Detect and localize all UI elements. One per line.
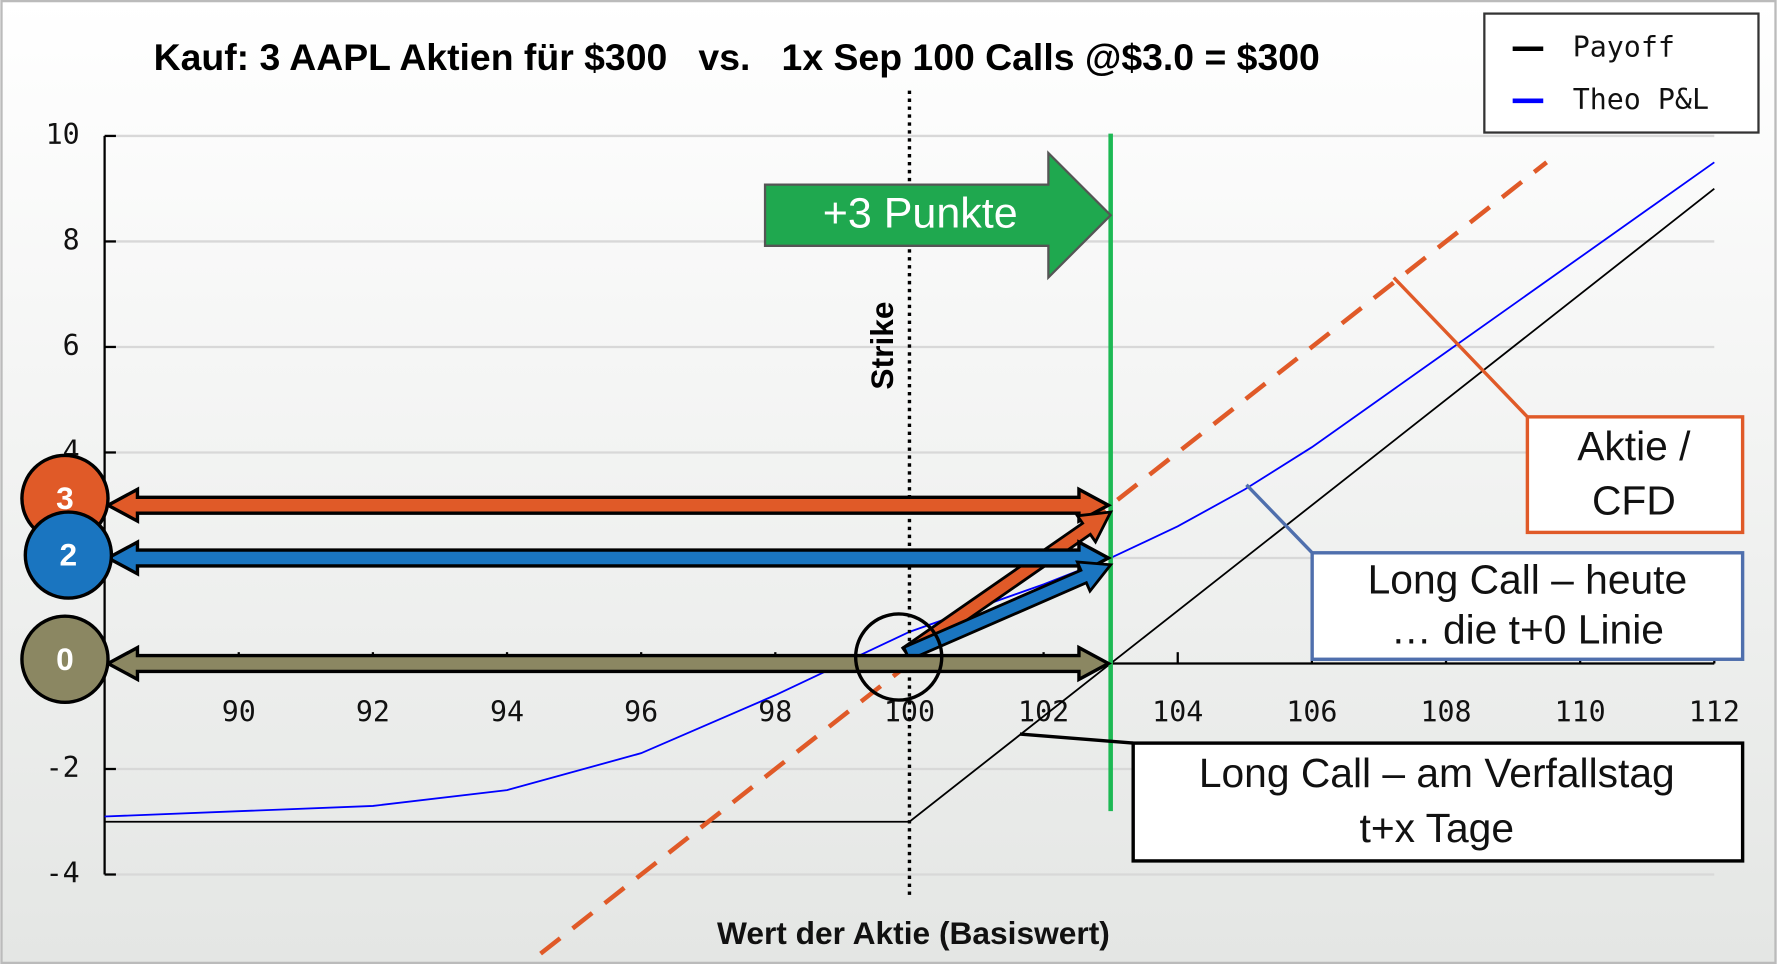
plot: -4-2024681090929496981001021041061081101…: [20, 12, 1760, 956]
y-tick-label: 6: [63, 329, 80, 362]
x-tick-label: 110: [1555, 695, 1606, 728]
level-label: 3: [56, 480, 74, 516]
callout-leader: [1019, 732, 1134, 745]
callout-box: [1310, 551, 1745, 661]
x-tick-label: 112: [1689, 695, 1740, 728]
callout-text: t+x Tage: [1360, 805, 1515, 851]
level-label: 2: [60, 537, 78, 573]
callout-leader: [1245, 483, 1314, 554]
legend-label: Theo P&L: [1573, 83, 1709, 116]
x-tick-label: 92: [356, 695, 390, 728]
chart-title: Kauf: 3 AAPL Aktien für $300 vs. 1x Sep …: [154, 36, 1320, 78]
x-tick-label: 94: [490, 695, 524, 728]
callout-text: … die t+0 Linie: [1391, 606, 1664, 652]
x-tick-label: 102: [1018, 695, 1069, 728]
y-tick-label: 8: [63, 223, 80, 256]
callout-box: [1525, 415, 1745, 535]
callout-text: Long Call – heute: [1368, 556, 1688, 602]
x-axis-label: Wert der Aktie (Basiswert): [717, 915, 1110, 951]
level-marker: [23, 510, 114, 600]
x-tick-label: 104: [1152, 695, 1203, 728]
legend-label: Payoff: [1573, 31, 1675, 64]
callout-text: CFD: [1592, 477, 1676, 523]
reference-line: [539, 160, 1549, 956]
callout-leader: [1392, 276, 1529, 419]
callout-text: Long Call – am Verfallstag: [1199, 750, 1675, 796]
callout-box: [1131, 741, 1745, 863]
x-tick-label: 90: [222, 695, 256, 728]
y-tick-label: -4: [46, 857, 80, 890]
strike-circle: [853, 612, 944, 702]
x-tick-label: 108: [1420, 695, 1471, 728]
y-tick-label: 10: [46, 118, 80, 151]
callout-text: Aktie /: [1577, 423, 1691, 469]
level-marker: [20, 614, 110, 705]
legend-box: [1483, 12, 1760, 134]
level-label: 0: [56, 641, 74, 677]
strike-label: Strike: [864, 301, 900, 389]
x-tick-label: 96: [624, 695, 658, 728]
shift-label: +3 Punkte: [823, 190, 1018, 238]
shift-arrow: [763, 150, 1113, 281]
x-tick-label: 106: [1286, 695, 1337, 728]
y-tick-label: -2: [46, 751, 80, 784]
shift-diagonal-arrow: [902, 560, 1114, 662]
